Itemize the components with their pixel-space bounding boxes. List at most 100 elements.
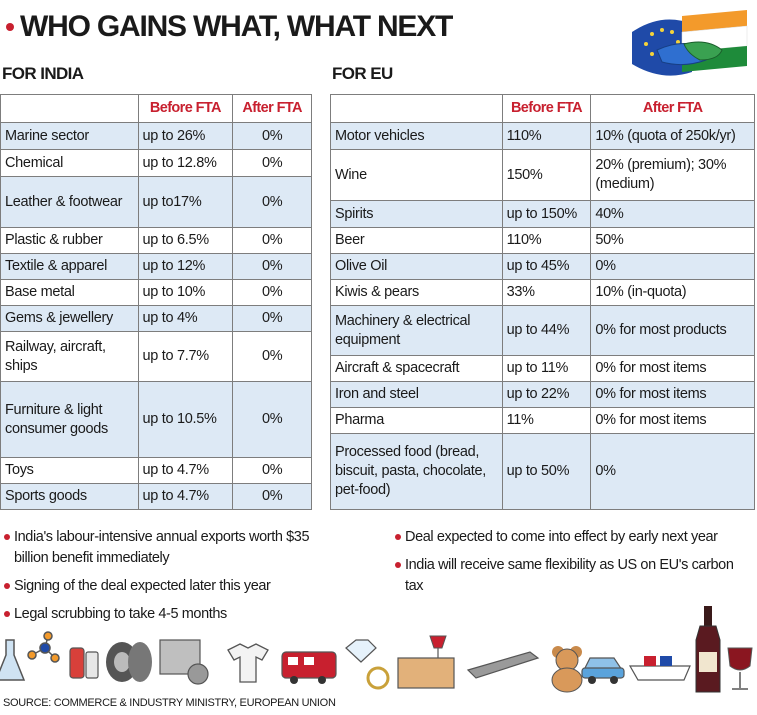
table-row: Sports goods up to 4.7% 0% (0, 483, 312, 510)
note-text: Deal expected to come into effect by ear… (405, 529, 718, 545)
after-cell: 0% for most items (590, 407, 755, 434)
eu-section-label: FOR EU (332, 64, 393, 83)
before-cell: up to 10% (137, 279, 234, 306)
after-cell: 0% (590, 253, 755, 280)
tyre-icon (106, 642, 152, 682)
note-item: India's labour-intensive annual exports … (4, 527, 344, 569)
after-cell: 0% (232, 176, 312, 228)
notes-right: Deal expected to come into effect by ear… (395, 527, 735, 604)
sector-cell: Sports goods (0, 483, 139, 510)
bullet-icon (395, 534, 401, 540)
before-cell: up to 26% (137, 122, 234, 150)
note-item: Legal scrubbing to take 4-5 months (4, 604, 344, 625)
note-text: Legal scrubbing to take 4-5 months (14, 606, 227, 622)
title-row: WHO GAINS WHAT, WHAT NEXT (6, 10, 453, 44)
table-row: Railway, aircraft, ships up to 7.7% 0% (0, 331, 312, 382)
table-row: Motor vehicles 110% 10% (quota of 250k/y… (330, 122, 755, 150)
table-row: Olive Oil up to 45% 0% (330, 253, 755, 280)
note-item: Deal expected to come into effect by ear… (395, 527, 735, 548)
before-cell: up to 10.5% (137, 381, 234, 458)
table-row: Pharma 11% 0% for most items (330, 407, 755, 434)
after-cell: 0% (232, 457, 312, 484)
after-cell: 0% (232, 483, 312, 510)
table-row: Beer 110% 50% (330, 227, 755, 254)
before-cell: up to 12.8% (137, 149, 234, 177)
sector-cell: Machinery & electrical equipment (330, 305, 503, 356)
column-header (330, 94, 503, 123)
after-cell: 0% (232, 305, 312, 332)
before-cell: up to 50% (501, 433, 592, 510)
note-text: India will receive same flexibility as U… (405, 557, 734, 594)
after-cell: 20% (premium); 30% (medium) (590, 149, 755, 201)
before-cell: up to 6.5% (137, 227, 234, 254)
table-row: Textile & apparel up to 12% 0% (0, 253, 312, 280)
table-row: Gems & jewellery up to 4% 0% (0, 305, 312, 332)
after-cell: 50% (590, 227, 755, 254)
car-icon (581, 657, 625, 684)
sector-cell: Chemical (0, 149, 139, 177)
after-cell: 0% (232, 331, 312, 382)
ship-icon (628, 656, 691, 681)
title-bullet (6, 23, 14, 31)
before-cell: up to17% (137, 176, 234, 228)
after-cell: 0% (232, 381, 312, 458)
column-header-after: After FTA (590, 94, 755, 123)
bullet-icon (4, 583, 10, 589)
column-header-before: Before FTA (501, 94, 592, 123)
after-cell: 10% (quota of 250k/yr) (590, 122, 755, 150)
teddy-bear-icon (551, 646, 583, 693)
steel-beam-icon (466, 651, 540, 679)
sector-cell: Processed food (bread, biscuit, pasta, c… (330, 433, 503, 510)
sector-cell: Furniture & light consumer goods (0, 381, 139, 458)
before-cell: 33% (501, 279, 592, 306)
page-title: WHO GAINS WHAT, WHAT NEXT (20, 10, 453, 43)
before-cell: up to 4% (137, 305, 234, 332)
table-row: Chemical up to 12.8% 0% (0, 149, 312, 177)
after-cell: 0% (232, 253, 312, 280)
india-tariff-table: Before FTA After FTA Marine sector up to… (0, 94, 312, 510)
column-header-before: Before FTA (137, 94, 234, 123)
before-cell: up to 11% (501, 355, 592, 382)
table-row: Machinery & electrical equipment up to 4… (330, 305, 755, 356)
after-cell: 0% for most items (590, 355, 755, 382)
sector-cell: Motor vehicles (330, 122, 503, 150)
sector-cell: Beer (330, 227, 503, 254)
after-cell: 0% for most products (590, 305, 755, 356)
bullet-icon (395, 562, 401, 568)
sector-cell: Textile & apparel (0, 253, 139, 280)
wine-bottle-icon (695, 606, 721, 693)
after-cell: 10% (in-quota) (590, 279, 755, 306)
table-row: Spirits up to 150% 40% (330, 200, 755, 228)
sector-cell: Aircraft & spacecraft (330, 355, 503, 382)
sector-cell: Toys (0, 457, 139, 484)
table-row: Aircraft & spacecraft up to 11% 0% for m… (330, 355, 755, 382)
sector-cell: Marine sector (0, 122, 139, 150)
table-row: Processed food (bread, biscuit, pasta, c… (330, 433, 755, 510)
molecule-icon (27, 631, 60, 663)
before-cell: up to 22% (501, 381, 592, 408)
diamond-ring-icon (345, 639, 390, 690)
eu-tariff-table: Before FTA After FTA Motor vehicles 110%… (330, 94, 755, 510)
table-header-row: Before FTA After FTA (330, 94, 755, 123)
note-item: Signing of the deal expected later this … (4, 576, 344, 597)
sector-cell: Railway, aircraft, ships (0, 331, 139, 382)
eu-india-handshake-icon (632, 10, 748, 76)
table-row: Wine 150% 20% (premium); 30% (medium) (330, 149, 755, 201)
bottle-icon (69, 647, 99, 679)
after-cell: 0% (590, 433, 755, 510)
train-icon (281, 651, 337, 684)
note-item: India will receive same flexibility as U… (395, 555, 735, 597)
after-cell: 0% (232, 149, 312, 177)
table-row: Kiwis & pears 33% 10% (in-quota) (330, 279, 755, 306)
bullet-icon (4, 611, 10, 617)
sector-cell: Spirits (330, 200, 503, 228)
table-row: Toys up to 4.7% 0% (0, 457, 312, 484)
notes-left: India's labour-intensive annual exports … (4, 527, 344, 632)
before-cell: up to 12% (137, 253, 234, 280)
column-header (0, 94, 139, 123)
sector-cell: Base metal (0, 279, 139, 306)
sector-cell: Gems & jewellery (0, 305, 139, 332)
table-row: Marine sector up to 26% 0% (0, 122, 312, 150)
sector-cell: Olive Oil (330, 253, 503, 280)
table-row: Iron and steel up to 22% 0% for most ite… (330, 381, 755, 408)
